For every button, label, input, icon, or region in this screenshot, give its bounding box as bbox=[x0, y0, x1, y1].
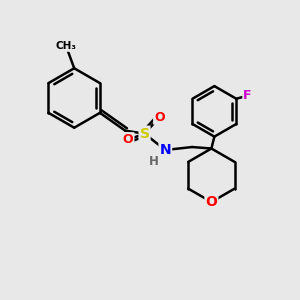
Text: S: S bbox=[140, 127, 149, 141]
Text: H: H bbox=[148, 155, 158, 168]
Text: O: O bbox=[123, 133, 134, 146]
Text: N: N bbox=[160, 143, 171, 157]
Text: O: O bbox=[206, 195, 217, 209]
Text: O: O bbox=[154, 111, 165, 124]
Text: CH₃: CH₃ bbox=[56, 41, 77, 51]
Text: F: F bbox=[243, 89, 252, 102]
